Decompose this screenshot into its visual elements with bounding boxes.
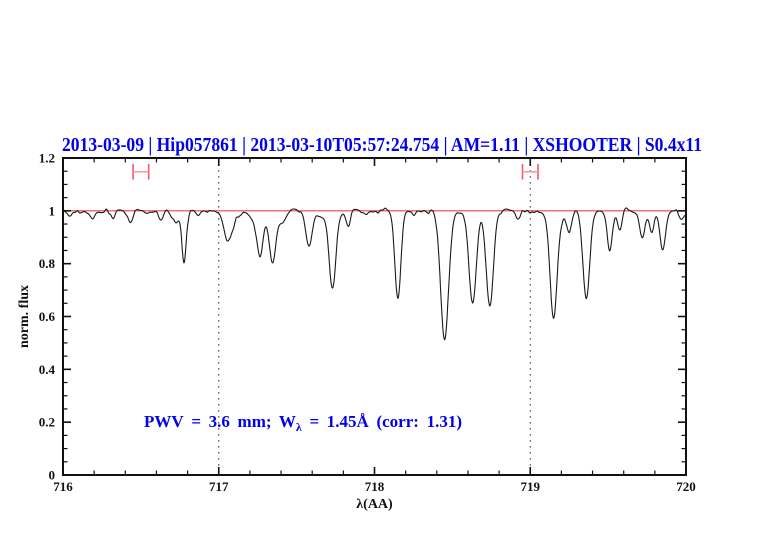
svg-text:PWV = 3.6 mm; Wλ = 1.45Å: PWV = 3.6 mm; Wλ = 1.45Å (corr: 1.31): [144, 412, 462, 434]
svg-text:0.4: 0.4: [39, 362, 56, 377]
svg-text:2013-03-09 | Hip057861 | 2013-: 2013-03-09 | Hip057861 | 2013-03-10T05:5…: [62, 134, 702, 156]
svg-text:0: 0: [49, 468, 56, 483]
svg-text:718: 718: [365, 479, 385, 494]
svg-text:720: 720: [676, 479, 696, 494]
svg-text:0.2: 0.2: [39, 415, 55, 430]
svg-text:1.2: 1.2: [39, 151, 55, 166]
svg-text:1: 1: [49, 203, 56, 218]
svg-text:719: 719: [520, 479, 540, 494]
svg-text:716: 716: [53, 479, 73, 494]
svg-text:0.8: 0.8: [39, 256, 56, 271]
svg-text:norm. flux: norm. flux: [17, 285, 32, 348]
svg-text:0.6: 0.6: [39, 309, 56, 324]
svg-text:717: 717: [209, 479, 229, 494]
svg-text:λ(AA): λ(AA): [356, 497, 393, 512]
